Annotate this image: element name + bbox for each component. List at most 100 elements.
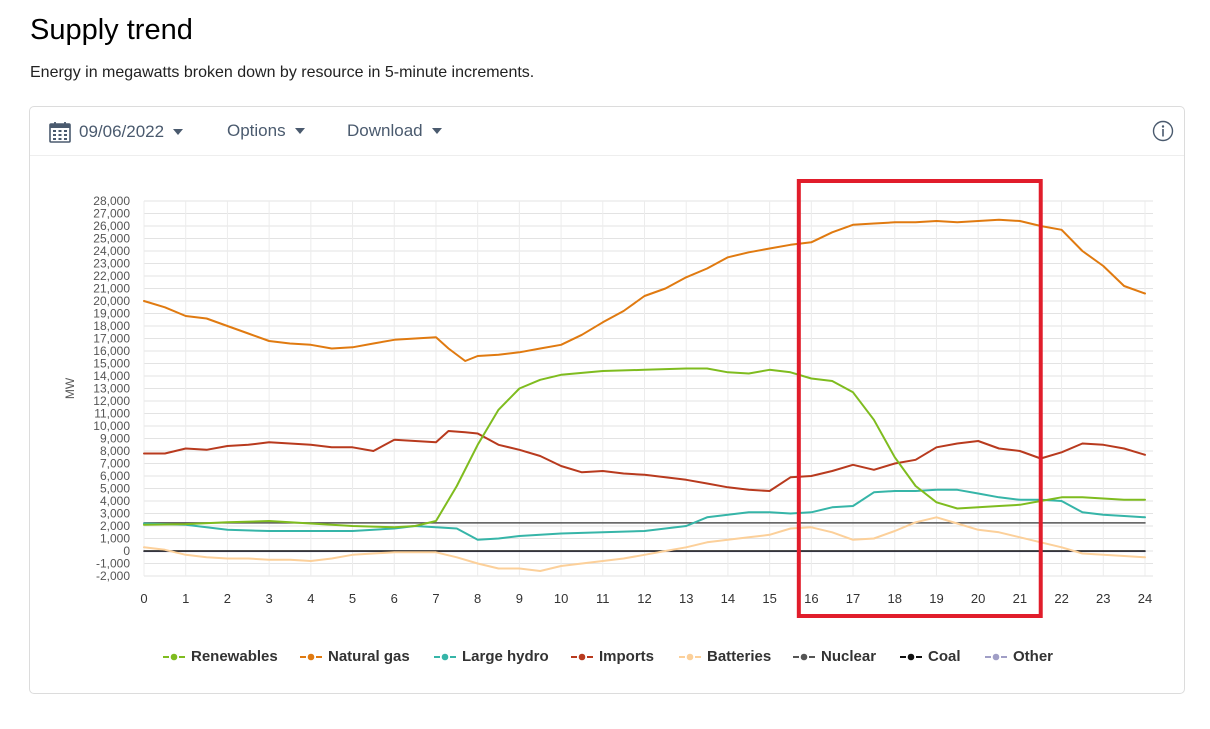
legend-marker-icon	[985, 653, 1007, 660]
x-tick-label: 7	[432, 591, 439, 606]
legend-item-large-hydro[interactable]: Large hydro	[434, 648, 549, 665]
x-tick-label: 0	[140, 591, 147, 606]
x-tick-label: 16	[804, 591, 818, 606]
y-tick-label: 28,000	[93, 194, 130, 208]
x-tick-label: 14	[721, 591, 735, 606]
x-tick-label: 17	[846, 591, 860, 606]
legend-label: Imports	[599, 648, 655, 665]
x-tick-label: 23	[1096, 591, 1110, 606]
x-tick-label: 22	[1054, 591, 1068, 606]
y-tick-label: 16,000	[93, 344, 130, 358]
legend-item-natural-gas[interactable]: Natural gas	[300, 648, 410, 665]
y-tick-label: 13,000	[93, 382, 130, 396]
x-tick-label: 19	[929, 591, 943, 606]
legend-label: Nuclear	[821, 648, 877, 665]
y-tick-label: 18,000	[93, 319, 130, 333]
y-tick-label: 25,000	[93, 232, 130, 246]
series-line-batteries	[143, 516, 1146, 572]
page-subtitle: Energy in megawatts broken down by resou…	[30, 64, 535, 81]
chart-toolbar: 09/06/2022 Options Download	[30, 107, 1184, 156]
y-tick-label: 0	[123, 544, 130, 558]
y-tick-label: 14,000	[93, 369, 130, 383]
legend-label: Renewables	[191, 648, 278, 665]
y-tick-label: 10,000	[93, 419, 130, 433]
x-tick-label: 24	[1138, 591, 1152, 606]
date-label: 09/06/2022	[79, 122, 165, 141]
y-tick-label: 26,000	[93, 219, 130, 233]
y-tick-label: 12,000	[93, 394, 130, 408]
y-tick-label: 5,000	[100, 482, 130, 496]
series-line-natural-gas	[143, 218, 1146, 362]
x-tick-label: 1	[182, 591, 189, 606]
legend-item-batteries[interactable]: Batteries	[679, 648, 771, 665]
y-tick-label: -2,000	[96, 569, 130, 583]
x-tick-label: 8	[474, 591, 481, 606]
legend-marker-icon	[434, 653, 456, 660]
legend-item-other[interactable]: Other	[985, 648, 1053, 665]
chevron-down-icon	[431, 128, 442, 134]
y-tick-label: 20,000	[93, 294, 130, 308]
legend-marker-icon	[900, 653, 922, 660]
date-picker[interactable]: 09/06/2022	[49, 121, 184, 143]
x-tick-label: 3	[266, 591, 273, 606]
y-tick-label: 21,000	[93, 282, 130, 296]
y-tick-label: 22,000	[93, 269, 130, 283]
y-tick-label: 3,000	[100, 507, 130, 521]
y-tick-label: -1,000	[96, 557, 130, 571]
legend-marker-icon	[679, 653, 701, 660]
y-tick-label: 9,000	[100, 432, 130, 446]
calendar-icon	[49, 122, 71, 143]
options-menu[interactable]: Options	[227, 121, 305, 141]
legend-label: Batteries	[707, 648, 772, 665]
series-line-imports	[143, 430, 1146, 492]
x-tick-label: 20	[971, 591, 985, 606]
legend-label: Natural gas	[328, 648, 410, 665]
download-menu[interactable]: Download	[347, 121, 442, 141]
y-tick-label: 27,000	[93, 207, 130, 221]
y-tick-label: 23,000	[93, 257, 130, 271]
legend-label: Large hydro	[462, 648, 549, 665]
legend-marker-icon	[571, 653, 593, 660]
highlight-box	[796, 179, 1043, 618]
chevron-down-icon	[294, 128, 305, 134]
legend-item-nuclear[interactable]: Nuclear	[793, 648, 876, 665]
download-label: Download	[347, 121, 423, 140]
y-tick-label: 17,000	[93, 332, 130, 346]
y-tick-label: 19,000	[93, 307, 130, 321]
x-tick-label: 11	[596, 591, 610, 606]
x-tick-label: 4	[307, 591, 314, 606]
y-tick-label: 7,000	[100, 457, 130, 471]
x-tick-label: 2	[224, 591, 231, 606]
info-icon[interactable]	[1152, 120, 1174, 142]
legend-marker-icon	[163, 653, 185, 660]
legend-item-imports[interactable]: Imports	[571, 648, 654, 665]
y-tick-label: 15,000	[93, 357, 130, 371]
legend-label: Coal	[928, 648, 961, 665]
y-tick-label: 8,000	[100, 444, 130, 458]
x-tick-label: 10	[554, 591, 568, 606]
chart-legend: Renewables Natural gas Large hydro Imports B…	[0, 648, 1210, 668]
legend-marker-icon	[300, 653, 322, 660]
x-tick-label: 18	[888, 591, 902, 606]
x-tick-label: 12	[637, 591, 651, 606]
x-tick-label: 6	[391, 591, 398, 606]
legend-item-coal[interactable]: Coal	[900, 648, 961, 665]
chart-card: 09/06/2022 Options Download	[29, 106, 1185, 694]
chevron-down-icon	[173, 129, 184, 135]
legend-marker-icon	[793, 653, 815, 660]
legend-item-renewables[interactable]: Renewables	[163, 648, 278, 665]
options-label: Options	[227, 121, 286, 140]
y-axis-label: MW	[63, 377, 77, 399]
y-tick-label: 11,000	[94, 407, 130, 421]
x-tick-label: 9	[516, 591, 523, 606]
x-tick-label: 21	[1013, 591, 1027, 606]
x-tick-label: 15	[762, 591, 776, 606]
y-tick-label: 2,000	[100, 519, 130, 533]
legend-label: Other	[1013, 648, 1054, 665]
x-tick-label: 13	[679, 591, 693, 606]
series-line-renewables	[143, 367, 1146, 529]
y-tick-label: 6,000	[100, 469, 130, 483]
x-tick-label: 5	[349, 591, 356, 606]
y-tick-label: 4,000	[100, 494, 130, 508]
